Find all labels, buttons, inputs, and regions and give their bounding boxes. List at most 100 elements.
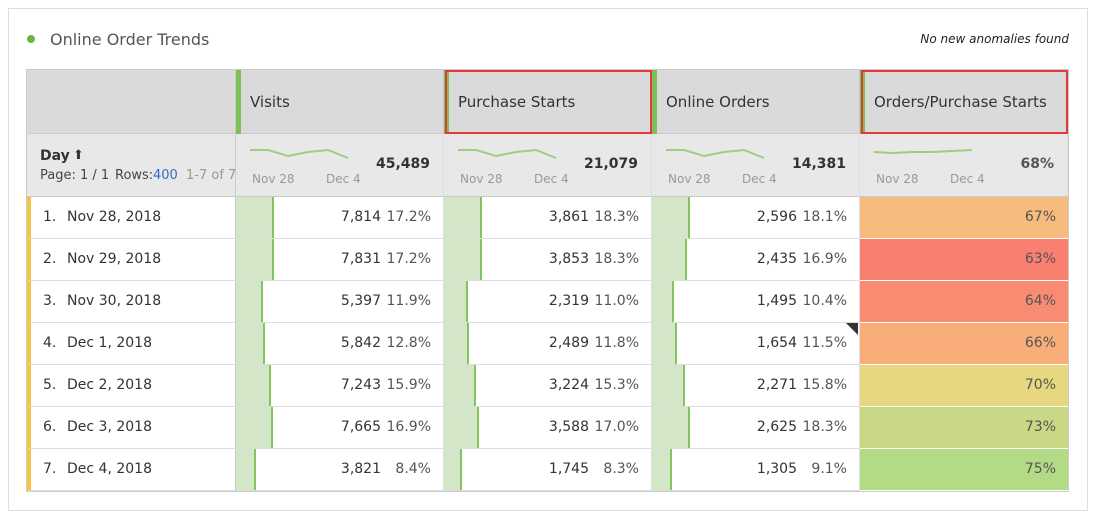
row-day: Nov 29, 2018: [67, 251, 162, 267]
highlight-box: [445, 70, 652, 134]
share-marker: [271, 407, 274, 448]
metric-value: 3,588: [548, 419, 589, 435]
column-header[interactable]: [652, 70, 860, 134]
dimension-name: Day: [40, 148, 70, 164]
metric-value: 2,319: [548, 293, 589, 309]
column-name: Online Orders: [666, 93, 770, 111]
ratio-cell: [860, 449, 1068, 491]
column-name: Purchase Starts: [458, 93, 576, 111]
share-marker: [465, 281, 468, 322]
share-marker: [262, 323, 265, 364]
metric-value: 1,305: [756, 461, 797, 477]
metric-share: 15.8%: [802, 377, 847, 393]
metric-cell: [652, 323, 860, 365]
metric-cell: [444, 281, 652, 323]
metric-share: 15.3%: [594, 377, 639, 393]
rows-value[interactable]: 400: [153, 168, 178, 183]
share-bar: [444, 323, 468, 364]
row-day: Nov 30, 2018: [67, 293, 162, 309]
metric-cell: [236, 323, 444, 365]
totals-cell: [236, 134, 444, 197]
share-bar: [652, 365, 684, 406]
metric-share: 18.3%: [594, 209, 639, 225]
metric-value: 1,654: [756, 335, 797, 351]
metric-cell: [652, 197, 860, 239]
metric-value: 7,665: [340, 419, 381, 435]
drag-handle: [652, 70, 657, 134]
row-day: Dec 4, 2018: [67, 461, 152, 477]
row-index: 2.: [43, 251, 57, 267]
share-bar: [444, 197, 480, 238]
metric-cell: [236, 197, 444, 239]
share-marker: [672, 281, 675, 322]
ratio-cell: [860, 407, 1068, 449]
row-index: 1.: [43, 209, 57, 225]
share-marker: [474, 365, 477, 406]
ratio-value: 67%: [1024, 209, 1056, 225]
metric-cell: [236, 281, 444, 323]
status-dot: [27, 35, 35, 43]
share-bar: [652, 449, 670, 490]
metric-cell: [444, 407, 652, 449]
row-range: 1-7 of 7: [186, 168, 237, 183]
share-bar: [652, 323, 675, 364]
metric-share: 18.1%: [802, 209, 847, 225]
metric-value: 2,489: [548, 335, 589, 351]
metric-cell: [652, 281, 860, 323]
ratio-cell: [860, 323, 1068, 365]
metric-value: 3,853: [548, 251, 589, 267]
column-header[interactable]: [236, 70, 444, 134]
share-bar: [236, 281, 261, 322]
share-marker: [272, 197, 274, 238]
share-marker: [260, 281, 263, 322]
metric-share: 17.2%: [386, 251, 431, 267]
row-index: 3.: [43, 293, 57, 309]
metric-share: 17.2%: [386, 209, 431, 225]
ratio-cell: [860, 365, 1068, 407]
spark-label: Dec 4: [950, 172, 985, 186]
freeform-table: Visits Nov 28 Dec 4 45,489 Purchase Starts No…: [26, 69, 1069, 492]
share-bar: [652, 281, 673, 322]
sparkline: [250, 148, 349, 159]
metric-value: 2,271: [756, 377, 797, 393]
metric-share: 12.8%: [386, 335, 431, 351]
metric-cell: [236, 239, 444, 281]
share-bar: [236, 449, 254, 490]
row-day: Dec 2, 2018: [67, 377, 152, 393]
totals-cell: [444, 134, 652, 197]
share-marker: [674, 323, 677, 364]
row-cell: [27, 323, 236, 365]
share-bar: [444, 281, 466, 322]
metric-share: 11.9%: [386, 293, 431, 309]
share-marker: [253, 449, 256, 490]
share-marker: [272, 239, 274, 280]
totals-cell: [652, 134, 860, 197]
share-marker: [683, 365, 686, 406]
metric-value: 2,625: [756, 419, 797, 435]
column-header[interactable]: [444, 70, 652, 134]
share-bar: [652, 407, 688, 448]
metric-value: 3,224: [548, 377, 589, 393]
page-info: Page: 1 / 1: [40, 168, 110, 183]
row-cell: [27, 365, 236, 407]
anomaly-status: No new anomalies found: [920, 32, 1069, 46]
spark-label: Nov 28: [668, 172, 711, 186]
drag-handle: [236, 70, 241, 134]
share-bar: [236, 365, 270, 406]
share-bar: [236, 407, 272, 448]
metric-share: 18.3%: [802, 419, 847, 435]
ratio-value: 63%: [1024, 251, 1056, 267]
spark-label: Nov 28: [876, 172, 919, 186]
row-cell: [27, 197, 236, 239]
metric-share: 18.3%: [594, 251, 639, 267]
column-total: 21,079: [583, 156, 638, 172]
share-marker: [460, 449, 463, 490]
metric-share: 15.9%: [386, 377, 431, 393]
share-bar: [652, 197, 688, 238]
share-marker: [477, 407, 480, 448]
sparkline: [458, 148, 557, 159]
share-bar: [444, 365, 475, 406]
metric-value: 3,861: [548, 209, 589, 225]
share-marker: [269, 365, 272, 406]
